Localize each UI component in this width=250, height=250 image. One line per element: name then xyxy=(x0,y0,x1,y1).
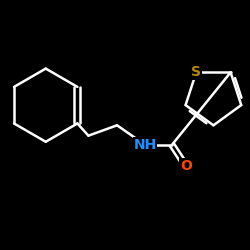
Text: S: S xyxy=(191,65,201,79)
Text: NH: NH xyxy=(134,138,157,152)
Text: O: O xyxy=(180,159,192,173)
